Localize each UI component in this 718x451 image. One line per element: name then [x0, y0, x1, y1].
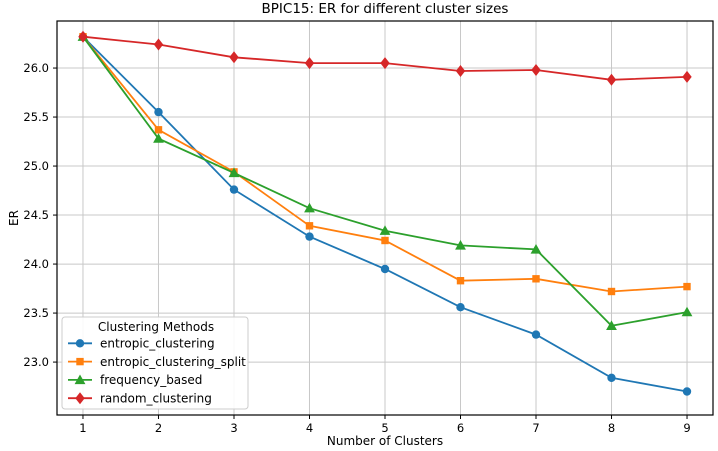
x-tick-label: 4 — [306, 421, 313, 435]
y-tick-label: 25.5 — [23, 110, 49, 124]
x-tick-label: 5 — [381, 421, 388, 435]
x-tick-label: 6 — [457, 421, 464, 435]
x-tick-label: 3 — [230, 421, 237, 435]
data-point — [379, 225, 391, 235]
data-point — [78, 30, 88, 43]
data-point — [683, 282, 691, 291]
legend-item-label: entropic_clustering_split — [100, 355, 246, 369]
data-point — [304, 202, 315, 213]
data-point — [305, 222, 314, 230]
data-point — [305, 232, 314, 241]
legend-item-random_clustering: random_clustering — [68, 391, 212, 405]
legend-item-label: entropic_clustering — [100, 337, 215, 351]
legend-title: Clustering Methods — [98, 320, 214, 334]
data-point — [154, 107, 163, 117]
legend-box — [61, 316, 249, 410]
x-tick-label: 1 — [79, 421, 86, 435]
data-point — [682, 387, 692, 396]
data-point — [456, 277, 465, 285]
data-point — [229, 51, 239, 64]
y-tick-label: 23.0 — [23, 355, 49, 369]
data-point — [532, 275, 540, 283]
data-point — [682, 70, 692, 83]
x-tick-label: 7 — [532, 421, 539, 435]
data-point — [381, 236, 389, 245]
x-tick-label: 8 — [608, 421, 615, 435]
data-point — [153, 133, 164, 143]
data-point — [530, 244, 542, 254]
y-axis-label: ER — [7, 210, 21, 226]
data-point — [531, 330, 541, 339]
series-frequency_based — [77, 31, 693, 330]
legend-item-frequency_based: frequency_based — [68, 373, 202, 387]
data-point — [606, 73, 617, 86]
y-tick-label: 24.0 — [23, 257, 49, 271]
data-point — [75, 392, 85, 405]
data-point — [456, 303, 465, 312]
plot-border — [56, 20, 714, 416]
x-axis-label: Number of Clusters — [326, 434, 444, 448]
legend-item-entropic_clustering_split: entropic_clustering_split — [68, 355, 246, 369]
x-tick-label: 2 — [155, 421, 162, 435]
data-point — [380, 57, 390, 70]
data-point — [153, 38, 164, 51]
data-point — [607, 287, 616, 296]
data-point — [76, 357, 84, 366]
series-random_clustering — [78, 30, 692, 86]
chart-title: BPIC15: ER for different cluster sizes — [261, 1, 509, 17]
data-point — [74, 374, 86, 385]
data-point — [531, 64, 541, 76]
y-tick-label: 24.5 — [23, 208, 49, 222]
data-point — [75, 339, 85, 348]
y-tick-label: 26.0 — [23, 61, 49, 75]
data-point — [229, 185, 239, 194]
data-point — [380, 264, 390, 274]
data-point — [606, 320, 617, 330]
y-tick-label: 25.0 — [23, 159, 49, 173]
data-point — [607, 373, 616, 382]
x-tick-label: 9 — [683, 421, 690, 435]
legend-item-entropic_clustering: entropic_clustering — [68, 337, 215, 351]
data-point — [154, 126, 163, 134]
data-point — [228, 167, 240, 178]
data-point — [304, 57, 315, 70]
data-point — [455, 240, 466, 250]
data-point — [681, 306, 693, 317]
y-tick-label: 23.5 — [23, 306, 49, 320]
legend-item-label: random_clustering — [100, 391, 212, 405]
data-point — [455, 65, 466, 77]
legend-item-label: frequency_based — [100, 373, 202, 387]
legend: Clustering Methods entropic_clusteringent… — [61, 316, 249, 410]
